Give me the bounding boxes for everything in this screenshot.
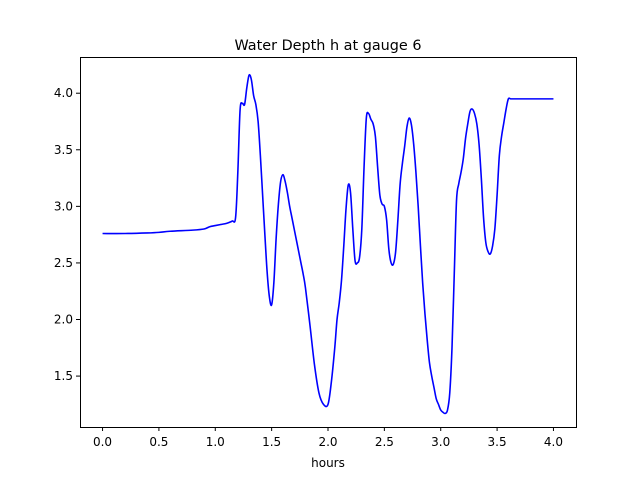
x-tick-label: 3.5: [488, 435, 507, 449]
y-tick-label: 4.0: [54, 86, 73, 100]
y-tick-label: 2.0: [54, 313, 73, 327]
y-axis: 1.5 2.0 2.5 3.0 3.5 4.0: [54, 86, 80, 383]
x-tick-label: 4.0: [544, 435, 563, 449]
y-tick-label: 2.5: [54, 256, 73, 270]
y-tick-label: 1.5: [54, 369, 73, 383]
series-line-0: [102, 73, 554, 415]
x-tick-label: 1.5: [262, 435, 281, 449]
y-tick-label: 3.5: [54, 143, 73, 157]
y-tick-label: 3.0: [54, 199, 73, 213]
plot-marks: [102, 73, 554, 415]
x-axis-label: hours: [311, 456, 345, 470]
x-tick-label: 2.5: [375, 435, 394, 449]
x-axis: 0.0 0.5 1.0 1.5 2.0 2.5 3.0 3.5 4.0: [93, 427, 563, 449]
x-tick-label: 2.0: [318, 435, 337, 449]
x-tick-label: 3.0: [431, 435, 450, 449]
chart-title: Water Depth h at gauge 6: [234, 38, 421, 54]
x-tick-label: 0.0: [93, 435, 112, 449]
x-tick-label: 0.5: [149, 435, 168, 449]
x-tick-label: 1.0: [206, 435, 225, 449]
